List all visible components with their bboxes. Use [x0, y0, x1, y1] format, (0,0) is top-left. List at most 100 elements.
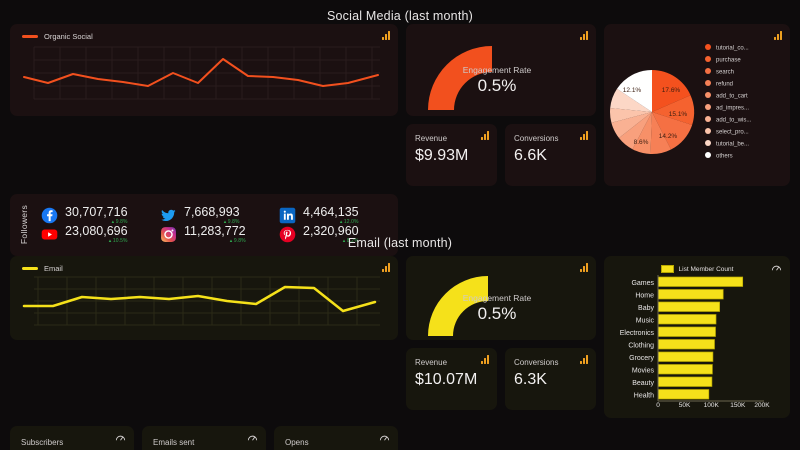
email-section-title: Email (last month) [347, 236, 453, 250]
email-gauge-value: 0.5% [477, 304, 517, 323]
social-revenue-value: $9.93M [415, 147, 469, 164]
youtube-icon [41, 229, 58, 240]
email-opens-card: Opens 1.8M ▴ 11.1% [274, 426, 398, 450]
svg-text:add_to_wis...: add_to_wis... [716, 118, 752, 124]
social-revenue-label: Revenue [415, 134, 448, 143]
list-member-bar-card: List Member Count Games Home Baby Music El… [604, 256, 790, 418]
email-gauge-arc [428, 276, 488, 336]
email-revenue-value: $10.07M [415, 371, 478, 388]
email-line-plot [22, 276, 380, 326]
svg-text:Grocery: Grocery [629, 355, 654, 362]
svg-text:Games: Games [631, 280, 654, 287]
svg-text:17.6%: 17.6% [662, 87, 681, 94]
follower-value-pinterest: 2,320,960 [303, 224, 359, 238]
legend-label-email: Email [44, 264, 63, 273]
legend-label-list-member-count: List Member Count [678, 265, 734, 273]
email-subscribers-label: Subscribers [21, 438, 64, 447]
social-revenue-card: Revenue $9.93M [406, 124, 497, 186]
bar-chart-icon [580, 31, 588, 40]
email-engagement-gauge-card: Engagement Rate 0.5% [406, 256, 596, 340]
svg-text:Movies: Movies [632, 368, 655, 375]
gauge-icon [247, 435, 258, 441]
gauge-icon [771, 265, 782, 271]
email-conversions-card: Conversions 6.3K [505, 348, 596, 410]
follower-linkedin[interactable]: 4,464,135 ▴ 12.0% [271, 204, 390, 225]
email-sent-label: Emails sent [153, 438, 195, 447]
bar-chart-icon [774, 31, 782, 40]
svg-text:purchase: purchase [716, 58, 741, 64]
svg-text:tutorial_be...: tutorial_be... [716, 142, 749, 148]
bar-chart-icon [580, 263, 588, 272]
follower-delta-twitter: ▴ 9.8% [223, 219, 240, 225]
svg-text:12.1%: 12.1% [623, 87, 642, 94]
follower-value-linkedin: 4,464,135 [303, 204, 359, 219]
follower-instagram[interactable]: 11,283,772 ▴ 9.8% [152, 224, 271, 244]
followers-grid: 30,707,716 ▴ 9.8% 7,668,993 ▴ 9.8% [29, 202, 398, 248]
svg-text:Baby: Baby [638, 305, 654, 312]
facebook-icon [41, 207, 58, 224]
linkedin-icon [279, 207, 296, 224]
email-gauge-caption: Engagement Rate 0.5% [406, 293, 588, 324]
svg-text:Clothing: Clothing [628, 343, 654, 350]
instagram-icon [161, 227, 176, 242]
follower-delta-linkedin: ▴ 12.0% [339, 219, 359, 225]
svg-text:Music: Music [636, 318, 655, 325]
social-line-chart-card: Organic Social [10, 24, 398, 116]
social-gauge-column: Engagement Rate 0.5% Revenue $9.93M Conv… [406, 24, 596, 186]
bar-chart-icon [580, 355, 588, 364]
social-events-pie-card: 17.6% 15.1% 14.2% 8.6% 12.1% tutorial_co… [604, 24, 790, 186]
follower-facebook[interactable]: 30,707,716 ▴ 9.8% [33, 204, 152, 225]
bar-chart-legend[interactable]: List Member Count [604, 256, 790, 273]
svg-text:100K: 100K [704, 402, 720, 408]
follower-pinterest[interactable]: 2,320,960 ▴ 8.2% [271, 224, 390, 245]
bar-chart-icon [382, 263, 390, 272]
bar-chart-icon [580, 131, 588, 140]
social-line-legend[interactable]: Organic Social [10, 24, 398, 41]
bar-chart-icon [382, 31, 390, 40]
social-section-title: Social Media (last month) [326, 9, 474, 23]
social-conversions-label: Conversions [514, 134, 559, 143]
social-conversions-value: 6.6K [514, 147, 547, 164]
email-subscribers-card: Subscribers 2.1M ▴ 10.5% [10, 426, 134, 450]
social-gauge-value: 0.5% [477, 76, 517, 95]
social-gauge-arc [428, 46, 492, 110]
email-section: Email [10, 256, 790, 450]
gauge-icon [115, 435, 126, 441]
email-line-chart-card: Email [10, 256, 398, 340]
follower-youtube[interactable]: 23,080,696 ▴ 10.5% [33, 224, 152, 244]
follower-value-facebook: 30,707,716 [65, 204, 128, 219]
svg-text:Home: Home [635, 293, 654, 300]
follower-value-instagram: 11,283,772 [184, 224, 246, 238]
social-pie-plot: 17.6% 15.1% 14.2% 8.6% 12.1% tutorial_co… [610, 44, 752, 160]
social-gauge-caption: Engagement Rate 0.5% [406, 65, 588, 96]
svg-text:200K: 200K [754, 402, 770, 408]
social-conversions-card: Conversions 6.6K [505, 124, 596, 186]
email-sent-card: Emails sent 5.7M ▴ 11.9% [142, 426, 266, 450]
svg-text:14.2%: 14.2% [659, 133, 678, 140]
email-line-legend[interactable]: Email [10, 256, 398, 273]
twitter-icon [161, 209, 176, 221]
followers-card: Followers 30,707,716 ▴ 9.8% [10, 194, 398, 256]
follower-delta-pinterest: ▴ 8.2% [342, 238, 359, 245]
email-conversions-value: 6.3K [514, 371, 547, 388]
svg-text:others: others [716, 154, 733, 160]
svg-text:add_to_cart: add_to_cart [716, 94, 748, 100]
svg-text:Electronics: Electronics [620, 330, 655, 337]
email-revenue-label: Revenue [415, 358, 448, 367]
social-engagement-gauge-card: Engagement Rate 0.5% [406, 24, 596, 116]
legend-swatch-list-member-count [660, 265, 674, 273]
bar-chart-icon [481, 131, 489, 140]
svg-text:Beauty: Beauty [632, 380, 654, 387]
pinterest-icon [279, 226, 296, 243]
svg-text:0: 0 [656, 402, 660, 408]
social-section: Organic Social [10, 24, 790, 256]
follower-twitter[interactable]: 7,668,993 ▴ 9.8% [152, 205, 271, 225]
svg-text:15.1%: 15.1% [669, 111, 688, 118]
email-conversions-label: Conversions [514, 358, 559, 367]
legend-swatch-email [22, 267, 38, 270]
email-gauge-column: Engagement Rate 0.5% Revenue $10.07M Con… [406, 256, 596, 418]
svg-text:search: search [716, 70, 734, 76]
follower-delta-facebook: ▴ 9.8% [111, 219, 128, 225]
legend-swatch-organic-social [22, 35, 38, 38]
